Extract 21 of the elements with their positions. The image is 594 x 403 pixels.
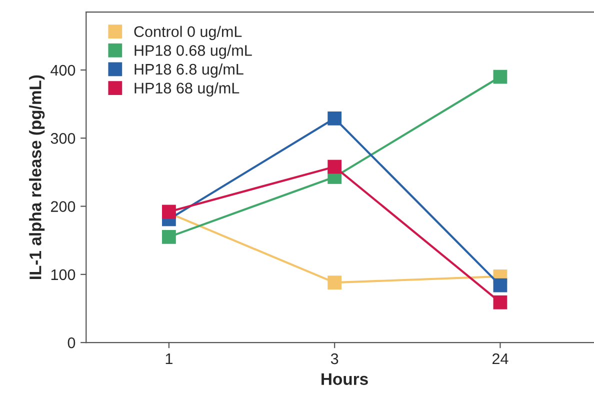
- y-axis-title: IL-1 alpha release (pg/mL): [29, 75, 45, 279]
- point: [493, 278, 508, 292]
- legend-label: Control 0 ug/mL: [134, 26, 242, 40]
- point: [162, 230, 176, 244]
- point: [328, 111, 342, 126]
- y-tick-label: 300: [50, 133, 76, 144]
- y-tick-label: 400: [50, 64, 76, 76]
- legend-label: HP18 68 ug/mL: [134, 82, 240, 97]
- x-tick-label: 1: [166, 354, 172, 364]
- x-tick-label: 24: [492, 353, 508, 364]
- point: [328, 276, 342, 290]
- x-axis-title: Hours: [322, 373, 368, 386]
- legend-label: HP18 6.8 ug/mL: [134, 63, 244, 78]
- y-tick-label: 100: [51, 269, 76, 280]
- legend-label: HP18 0.68 ug/mL: [134, 44, 252, 59]
- point: [328, 160, 342, 174]
- y-tick-label: 0: [68, 337, 76, 348]
- point: [493, 295, 508, 310]
- x-tick-label: 3: [330, 353, 338, 364]
- y-tick-label: 200: [50, 201, 76, 212]
- point: [493, 70, 508, 84]
